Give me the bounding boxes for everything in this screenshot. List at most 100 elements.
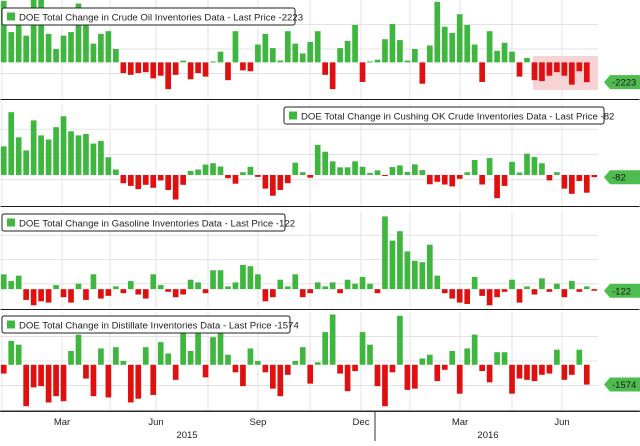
gasoline-bar-29 (217, 270, 224, 290)
gasoline-bar-31 (232, 282, 239, 290)
cushing-bar-36 (270, 174, 276, 196)
gasoline-bar-45 (337, 289, 343, 294)
crude-bar-54 (404, 60, 411, 63)
panel-gasoline: -122 DOE Total Change in Gasoline Invent… (0, 211, 640, 310)
crude-bar-21 (157, 62, 164, 76)
cushing-bar-7 (53, 127, 59, 175)
cushing-bar-42 (314, 144, 321, 175)
distillate-last-price-badge-shape (604, 377, 640, 392)
crude-bar-44 (329, 62, 336, 90)
crude-bar-38 (284, 31, 291, 63)
distillate-bar-47 (352, 364, 358, 372)
crude-bar-0 (0, 0, 7, 63)
x-tick-label-sep-2015: Sep (250, 417, 267, 428)
gasoline-bar-67 (501, 289, 508, 292)
crude-bar-31 (232, 31, 239, 63)
cushing-bar-5 (38, 135, 44, 175)
cushing-bar-26 (195, 169, 201, 175)
distillate-bar-53 (397, 315, 403, 365)
cushing-bar-59 (441, 174, 448, 185)
panel-crude-oil: -2223 DOE Total Change in Crude Oil Inve… (0, 0, 640, 100)
cushing-bar-51 (382, 174, 388, 177)
cushing-bar-54 (404, 171, 411, 175)
gasoline-legend: DOE Total Change in Gasoline Inventories… (1, 213, 295, 232)
gasoline-bar-11 (83, 289, 89, 300)
distillate-bar-37 (277, 364, 284, 397)
gasoline-bar-54 (404, 251, 411, 290)
gasoline-bar-61 (456, 289, 463, 303)
cushing-legend-title: DOE Total Change in Cushing OK Crude Inv… (301, 112, 614, 123)
crude-bar-8 (60, 35, 67, 63)
crude-bar-15 (113, 49, 119, 63)
crude-bar-71 (531, 62, 538, 81)
distillate-bar-70 (524, 364, 530, 380)
gasoline-bar-7 (53, 285, 59, 290)
crude-bar-74 (554, 62, 560, 73)
crude-bar-77 (576, 62, 583, 72)
distillate-bar-5 (38, 364, 44, 387)
gasoline-bar-72 (539, 278, 545, 290)
crude-bar-10 (75, 3, 82, 63)
distillate-bar-76 (569, 364, 575, 375)
crude-bar-25 (187, 62, 194, 80)
gasoline-bars (0, 216, 598, 306)
cushing-bar-24 (180, 174, 186, 185)
crude-bar-78 (583, 62, 590, 83)
crude-bar-3 (23, 35, 29, 63)
gasoline-bar-40 (299, 289, 306, 298)
cushing-bar-53 (397, 165, 403, 175)
distillate-bar-71 (531, 364, 538, 382)
gasoline-bar-39 (292, 274, 299, 290)
gasoline-bar-23 (172, 289, 179, 298)
cushing-bar-0 (0, 146, 7, 175)
crude-bar-70 (524, 57, 530, 63)
gasoline-bar-22 (165, 289, 172, 292)
distillate-bar-30 (225, 354, 231, 365)
distillate-last-price-badge: -1574 (604, 377, 640, 392)
crude-bar-13 (98, 33, 104, 63)
cushing-bar-4 (30, 120, 37, 175)
crude-legend-box (1, 7, 296, 26)
cushing-bar-32 (240, 172, 246, 175)
crude-bar-22 (165, 62, 172, 90)
crude-bar-66 (494, 50, 500, 63)
crude-bar-27 (202, 62, 209, 77)
year-label-2015: 2015 (176, 430, 197, 441)
distillate-bar-66 (494, 352, 500, 365)
distillate-bar-63 (471, 334, 478, 365)
crude-bar-65 (486, 31, 493, 63)
distillate-bar-51 (382, 364, 388, 407)
gasoline-bar-55 (412, 260, 418, 290)
cushing-bar-69 (516, 172, 523, 175)
crude-bar-52 (389, 24, 396, 63)
crude-bar-18 (135, 62, 142, 74)
gasoline-bar-5 (38, 289, 44, 302)
crude-bar-6 (45, 33, 52, 63)
crude-bar-16 (120, 62, 127, 74)
cushing-bar-47 (352, 161, 358, 175)
crude-bar-39 (292, 43, 299, 63)
cushing-bar-66 (494, 174, 500, 199)
crude-bar-41 (307, 41, 314, 63)
crude-bar-40 (299, 53, 306, 63)
cushing-bar-20 (150, 174, 157, 188)
gasoline-bar-41 (307, 289, 314, 294)
crude-bar-75 (561, 62, 568, 76)
x-tick-label-jun-2015: Jun (148, 417, 163, 428)
cushing-bar-64 (479, 174, 485, 185)
cushing-bar-63 (471, 159, 478, 175)
distillate-bar-0 (0, 364, 7, 374)
cushing-bar-16 (120, 174, 127, 184)
cushing-bar-1 (8, 112, 15, 175)
gasoline-bar-8 (60, 289, 67, 298)
distillate-bar-25 (187, 350, 194, 365)
gasoline-bar-47 (352, 283, 358, 290)
cushing-bar-6 (45, 139, 52, 175)
cushing-bar-76 (569, 174, 575, 194)
crude-bar-57 (426, 45, 433, 63)
cushing-bar-60 (449, 174, 456, 187)
year-label-2016: 2016 (477, 430, 498, 441)
cushing-bar-34 (255, 174, 261, 177)
distillate-bar-78 (583, 364, 590, 385)
gasoline-bar-59 (441, 289, 448, 294)
